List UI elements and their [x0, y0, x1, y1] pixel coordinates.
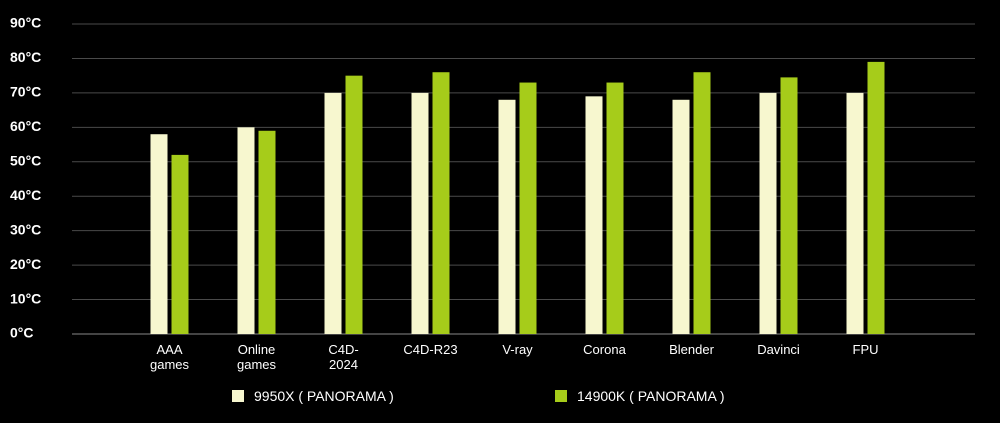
y-tick-label: 50°C [10, 152, 41, 168]
bar [324, 92, 342, 334]
legend-label: 9950X ( PANORAMA ) [254, 388, 394, 404]
bar [237, 127, 255, 334]
x-tick-label: V-ray [502, 342, 533, 357]
x-tick-label: C4D-R23 [403, 342, 458, 357]
legend-label: 14900K ( PANORAMA ) [577, 388, 725, 404]
y-tick-label: 60°C [10, 118, 41, 134]
bar [150, 134, 168, 334]
x-tick-label: C4D-2024 [328, 342, 359, 372]
x-tick-label: AAA games [149, 342, 190, 372]
bar [171, 154, 189, 334]
y-tick-label: 90°C [10, 15, 41, 31]
bar [606, 82, 624, 334]
bar [345, 75, 363, 335]
y-tick-label: 0°C [10, 325, 34, 341]
legend-swatch [232, 390, 244, 402]
x-tick-label: Davinci [757, 342, 800, 357]
bar [498, 99, 516, 335]
bar [258, 130, 276, 334]
bar [693, 72, 711, 334]
bar [585, 96, 603, 334]
x-tick-label: Blender [669, 342, 714, 357]
bar [780, 77, 798, 334]
bar [672, 99, 690, 335]
x-tick-label: Corona [583, 342, 626, 357]
y-tick-label: 40°C [10, 187, 41, 203]
x-tick-label: FPU [852, 342, 879, 357]
bar [411, 92, 429, 334]
x-tick-label: Online games [236, 342, 277, 372]
bar [519, 82, 537, 334]
bar [759, 92, 777, 334]
legend-swatch [555, 390, 567, 402]
y-tick-label: 30°C [10, 221, 41, 237]
bar [432, 72, 450, 334]
y-tick-label: 70°C [10, 84, 41, 100]
y-tick-label: 80°C [10, 49, 41, 65]
y-tick-label: 10°C [10, 290, 41, 306]
bar [846, 92, 864, 334]
bar [867, 61, 885, 335]
y-tick-label: 20°C [10, 256, 41, 272]
